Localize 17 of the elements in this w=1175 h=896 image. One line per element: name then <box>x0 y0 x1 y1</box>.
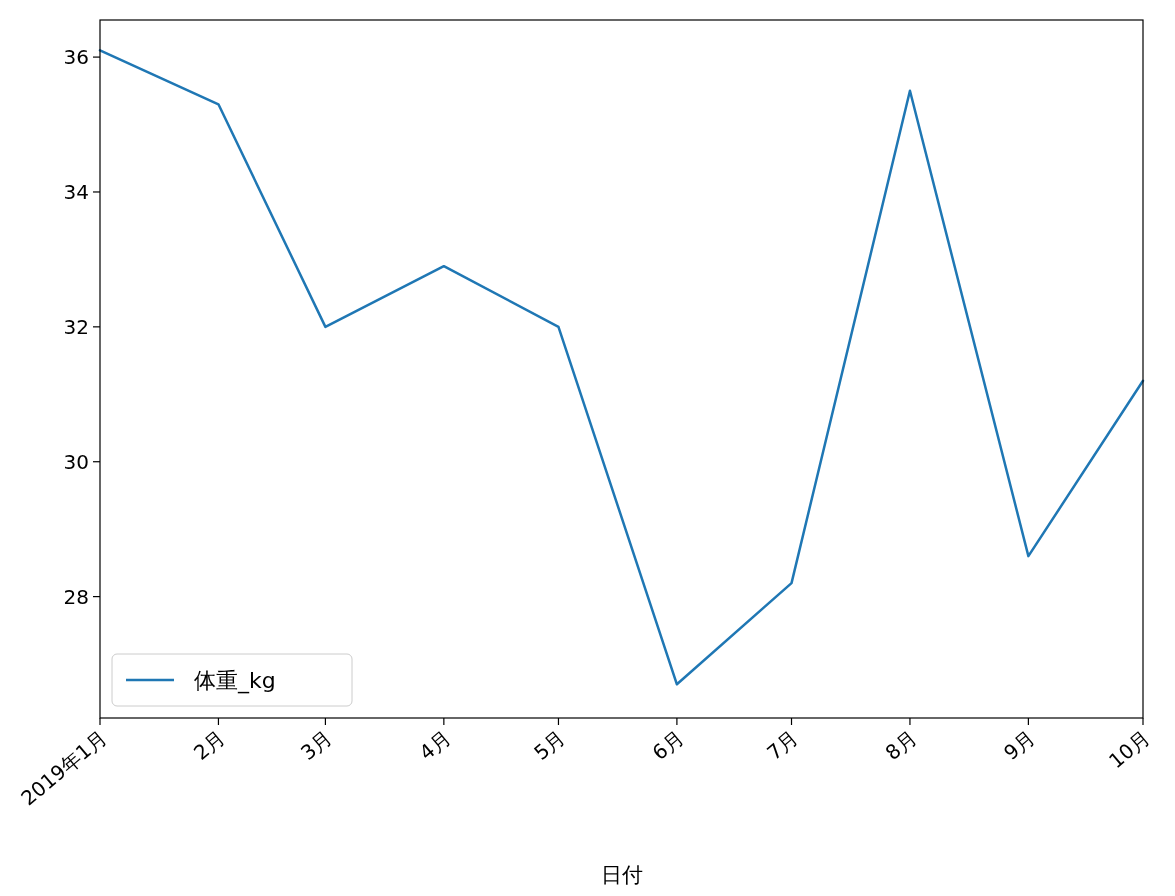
legend-label: 体重_kg <box>194 668 276 694</box>
x-tick-label: 10月 <box>1103 725 1155 774</box>
legend: 体重_kg <box>111 653 353 707</box>
y-tick-label: 28 <box>63 584 89 609</box>
x-tick-label: 3月 <box>296 725 337 765</box>
y-tick-label: 30 <box>63 449 89 474</box>
x-tick-label: 2月 <box>189 725 230 765</box>
x-tick-label: 7月 <box>762 725 803 765</box>
y-tick-label: 36 <box>63 45 89 70</box>
x-tick-label: 8月 <box>880 725 922 765</box>
x-tick-label: 9月 <box>999 725 1040 765</box>
x-axis-title: 日付 <box>600 863 643 887</box>
y-tick-label: 32 <box>63 314 89 339</box>
x-tick-label: 5月 <box>529 725 570 765</box>
y-tick-label: 34 <box>63 179 89 204</box>
x-tick-label: 6月 <box>647 725 689 765</box>
x-tick-label: 4月 <box>414 725 456 765</box>
